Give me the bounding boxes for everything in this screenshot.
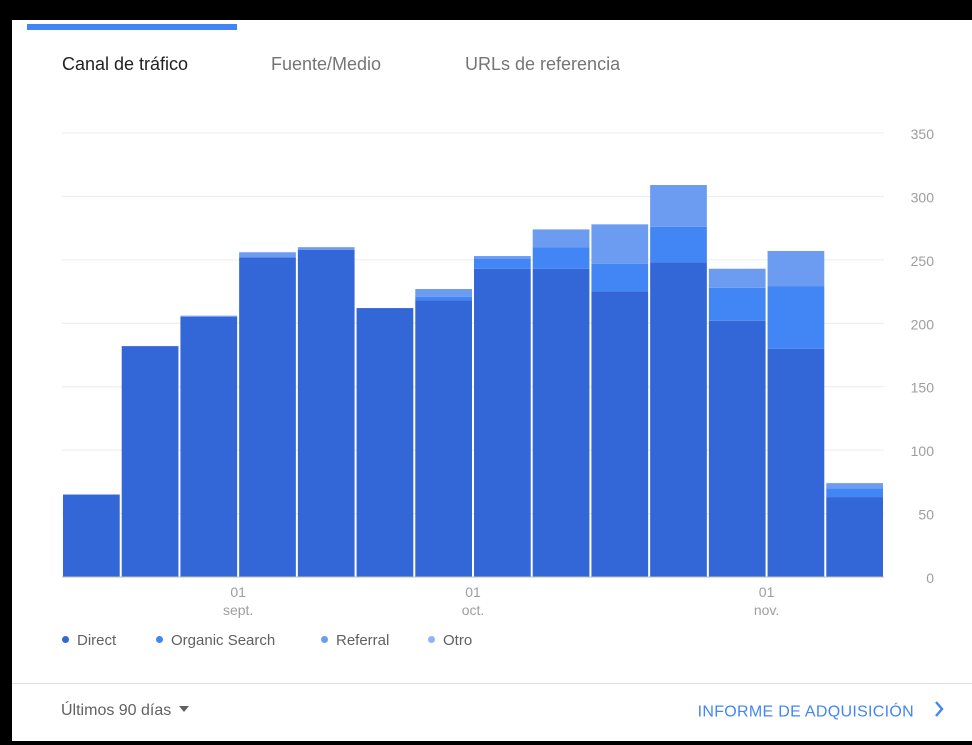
- traffic-card: Canal de tráfico Fuente/Medio URLs de re…: [12, 20, 972, 741]
- bar-direct: [63, 494, 120, 577]
- bar-direct: [121, 346, 179, 577]
- y-tick-label: 0: [926, 570, 934, 586]
- bar-referral: [474, 256, 531, 259]
- legend-item-referral: Referral: [321, 632, 389, 649]
- legend-dot-icon: [62, 635, 69, 643]
- x-tick-day-label: 01: [465, 584, 481, 600]
- y-tick-label: 300: [911, 189, 935, 205]
- bar-direct: [239, 257, 296, 577]
- y-tick-label: 100: [911, 443, 935, 459]
- x-tick-month-label: nov.: [754, 602, 779, 618]
- date-range-label: Últimos 90 días: [61, 702, 172, 719]
- tab-urls-de-referencia[interactable]: URLs de referencia: [465, 54, 621, 74]
- x-tick-month-label: sept.: [223, 602, 253, 618]
- legend-label-organic-search: Organic Search: [171, 632, 276, 649]
- y-tick-label: 50: [918, 507, 934, 523]
- bar-organic-search: [415, 296, 472, 301]
- acquisition-report-link[interactable]: INFORME DE ADQUISICIÓN: [697, 701, 944, 723]
- bar-direct: [297, 249, 355, 578]
- bar-direct: [474, 268, 531, 577]
- tab-fuente-medio[interactable]: Fuente/Medio: [271, 54, 382, 74]
- legend-dot-icon: [321, 635, 328, 643]
- bar-referral: [415, 289, 472, 297]
- legend-label-referral: Referral: [336, 632, 390, 649]
- bar-organic-search: [826, 488, 883, 498]
- bar-organic-search: [767, 286, 825, 349]
- bar-referral: [767, 250, 825, 287]
- chart-area: 350 300 250 200 150 100 50 0 01 sept. 01 oct. 01 nov.: [12, 20, 972, 680]
- active-tab-indicator: [27, 24, 237, 30]
- legend-dot-icon: [156, 635, 163, 643]
- bar-direct: [415, 300, 472, 577]
- y-tick-label: 200: [911, 316, 935, 332]
- bar-direct: [650, 262, 707, 577]
- bar-organic-search: [708, 287, 766, 321]
- bar-direct: [708, 320, 766, 577]
- bar-referral: [826, 483, 883, 489]
- bar-direct: [826, 497, 883, 577]
- legend-label-direct: Direct: [77, 632, 117, 649]
- x-tick-month-label: oct.: [462, 602, 485, 618]
- acquisition-report-label: INFORME DE ADQUISICIÓN: [697, 703, 914, 721]
- legend-item-otro: Otro: [428, 632, 472, 649]
- caret-down-icon: [179, 705, 190, 712]
- bar-direct: [591, 291, 649, 577]
- y-tick-label: 250: [911, 253, 935, 269]
- stacked-bar-chart: 350 300 250 200 150 100 50 0 01 sept. 01 oct. 01 nov.: [62, 126, 935, 618]
- bar-referral: [650, 185, 707, 227]
- bar-referral: [708, 268, 766, 288]
- x-tick-day-label: 01: [230, 584, 246, 600]
- bar-direct: [532, 268, 590, 577]
- legend-item-direct: Direct: [62, 632, 116, 649]
- bar-direct: [180, 316, 238, 577]
- bar-organic-search: [650, 226, 707, 263]
- bar-organic-search: [591, 263, 649, 292]
- bar-referral: [239, 252, 296, 258]
- bar-direct: [356, 308, 414, 577]
- tab-canal-de-trafico[interactable]: Canal de tráfico: [62, 54, 189, 74]
- date-range-dropdown[interactable]: Últimos 90 días: [61, 702, 190, 720]
- bar-organic-search: [474, 258, 531, 269]
- y-tick-label: 150: [911, 380, 935, 396]
- bar-referral: [591, 224, 649, 264]
- footer-divider: [12, 683, 972, 684]
- bar-referral: [532, 229, 590, 248]
- bar-referral: [297, 247, 355, 250]
- bar-direct: [767, 348, 825, 577]
- legend-label-otro: Otro: [443, 632, 473, 649]
- bar-referral: [180, 315, 238, 317]
- x-tick-day-label: 01: [759, 584, 775, 600]
- legend-item-organic-search: Organic Search: [156, 632, 275, 649]
- bar-organic-search: [532, 247, 590, 269]
- legend-dot-icon: [428, 635, 435, 643]
- chevron-right-icon: [934, 701, 944, 722]
- y-tick-label: 350: [911, 126, 935, 142]
